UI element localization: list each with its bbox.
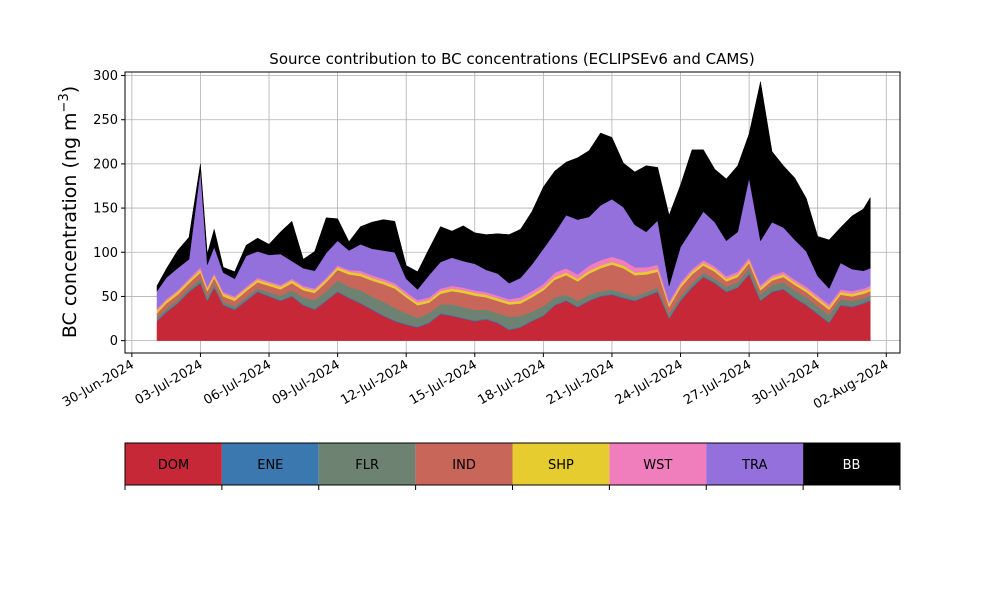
y-tick-label: 200 bbox=[93, 157, 118, 172]
y-axis-label: BC concentration (ng m−3) bbox=[57, 86, 81, 338]
y-axis-ticks: 0 50 100 150 200 250 300 bbox=[93, 69, 125, 349]
x-tick-label: 24-Jul-2024 bbox=[613, 357, 686, 408]
plot-frame bbox=[124, 71, 901, 354]
x-tick-label: 02-Aug-2024 bbox=[811, 357, 891, 412]
legend-label-dom: DOM bbox=[158, 458, 189, 473]
x-tick-label: 18-Jul-2024 bbox=[476, 357, 549, 408]
y-axis-label-close: ) bbox=[59, 86, 81, 93]
legend-label-wst: WST bbox=[643, 458, 672, 473]
y-axis-label-main: BC concentration (ng m bbox=[59, 112, 81, 338]
legend-swatch-shp bbox=[512, 443, 610, 485]
x-tick-label: 21-Jul-2024 bbox=[544, 357, 617, 408]
x-tick-label: 12-Jul-2024 bbox=[338, 357, 411, 408]
y-tick-label: 250 bbox=[93, 113, 118, 128]
chart-title: Source contribution to BC concentrations… bbox=[269, 50, 754, 68]
legend-swatch-ene bbox=[221, 443, 319, 485]
legend-swatch-tra bbox=[706, 443, 804, 485]
legend-swatch-flr bbox=[318, 443, 416, 485]
legend-label-flr: FLR bbox=[355, 458, 379, 473]
legend-label-shp: SHP bbox=[548, 458, 574, 473]
x-tick-label: 09-Jul-2024 bbox=[270, 357, 343, 408]
y-tick-label: 300 bbox=[93, 69, 118, 84]
y-tick-label: 50 bbox=[101, 290, 118, 305]
x-tick-label: 03-Jul-2024 bbox=[133, 357, 206, 408]
legend-swatch-bb bbox=[803, 443, 900, 485]
y-axis-label-exponent: −3 bbox=[57, 93, 72, 112]
x-tick-label: 30-Jun-2024 bbox=[60, 357, 137, 410]
stacked-areas bbox=[156, 81, 871, 341]
x-tick-label: 27-Jul-2024 bbox=[681, 357, 754, 408]
legend-swatch-ind bbox=[415, 443, 513, 485]
legend-label-ind: IND bbox=[452, 458, 476, 473]
legend-label-tra: TRA bbox=[741, 458, 767, 473]
y-tick-label: 150 bbox=[93, 202, 118, 217]
legend-swatch-dom bbox=[125, 443, 222, 485]
x-axis-ticks: 30-Jun-202403-Jul-202406-Jul-202409-Jul-… bbox=[60, 353, 891, 413]
area-bb bbox=[156, 81, 871, 292]
colorbar-legend: DOM ENE FLR IND SHP WST TRA BB bbox=[124, 442, 901, 490]
y-tick-label: 0 bbox=[110, 334, 118, 349]
legend-swatch-wst bbox=[609, 443, 707, 485]
x-tick-label: 06-Jul-2024 bbox=[201, 357, 274, 408]
y-tick-label: 100 bbox=[93, 246, 118, 261]
legend-label-bb: BB bbox=[843, 458, 861, 473]
x-tick-label: 15-Jul-2024 bbox=[407, 357, 480, 408]
legend-label-ene: ENE bbox=[257, 458, 283, 473]
